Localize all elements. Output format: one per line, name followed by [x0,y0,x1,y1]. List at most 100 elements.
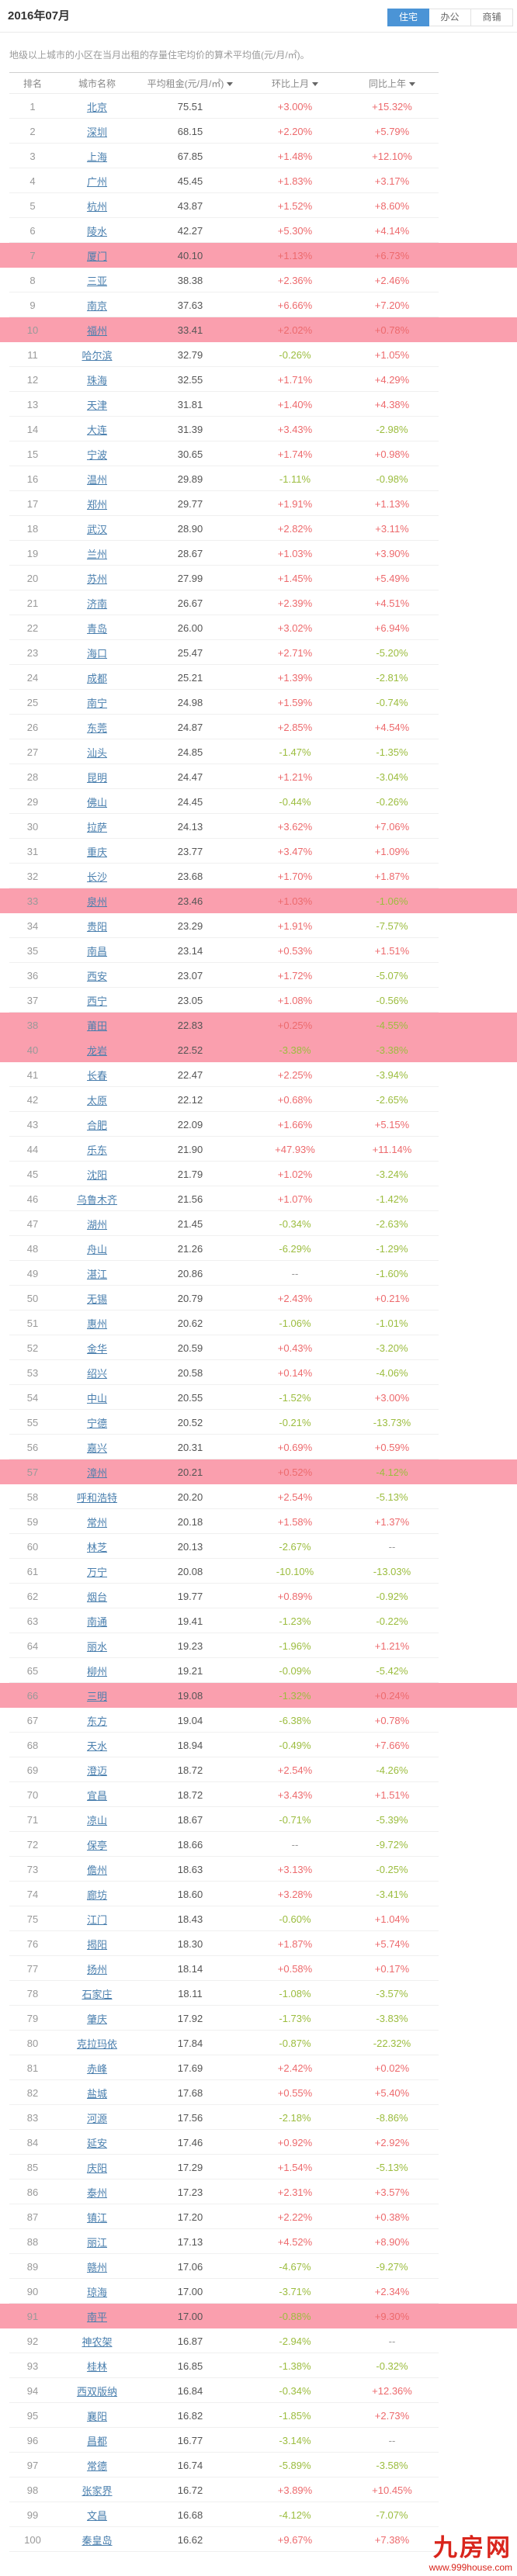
city-link[interactable]: 镇江 [86,2211,107,2224]
city-link[interactable]: 哈尔滨 [82,349,113,362]
city-link[interactable]: 昆明 [86,771,107,784]
city-link[interactable]: 东莞 [86,722,107,734]
city-link[interactable]: 柳州 [86,1665,107,1678]
city-link[interactable]: 西双版纳 [76,2385,117,2398]
city-link[interactable]: 金华 [86,1342,107,1355]
city-link[interactable]: 贵阳 [86,920,107,933]
city-link[interactable]: 赣州 [86,2261,107,2273]
city-link[interactable]: 万宁 [86,1566,107,1578]
city-link[interactable]: 珠海 [86,374,107,386]
city-link[interactable]: 无锡 [86,1293,107,1305]
header-yoy-change[interactable]: 同比上年 [348,77,436,90]
city-link[interactable]: 福州 [86,324,107,337]
city-link[interactable]: 北京 [86,101,107,113]
city-link[interactable]: 河源 [86,2112,107,2124]
city-link[interactable]: 深圳 [86,126,107,138]
city-link[interactable]: 佛山 [86,796,107,808]
tab-residential[interactable]: 住宅 [387,9,429,26]
city-link[interactable]: 肇庆 [86,2013,107,2025]
city-link[interactable]: 惠州 [86,1317,107,1330]
city-link[interactable]: 林芝 [86,1541,107,1553]
city-link[interactable]: 湖州 [86,1218,107,1231]
city-link[interactable]: 襄阳 [86,2410,107,2422]
city-link[interactable]: 乐东 [86,1144,107,1156]
city-link[interactable]: 成都 [86,672,107,684]
header-average-rent[interactable]: 平均租金(元/月/㎡) [138,77,242,90]
city-link[interactable]: 天津 [86,399,107,411]
city-link[interactable]: 南通 [86,1615,107,1628]
city-link[interactable]: 嘉兴 [86,1442,107,1454]
tab-shop[interactable]: 商铺 [471,9,513,26]
city-link[interactable]: 宜昌 [86,1789,107,1802]
city-link[interactable]: 昌都 [86,2435,107,2447]
city-link[interactable]: 长春 [86,1069,107,1082]
city-link[interactable]: 三亚 [86,275,107,287]
city-link[interactable]: 泉州 [86,895,107,908]
city-link[interactable]: 东方 [86,1715,107,1727]
city-link[interactable]: 廊坊 [86,1889,107,1901]
city-link[interactable]: 南昌 [86,945,107,957]
city-link[interactable]: 丽江 [86,2236,107,2249]
city-link[interactable]: 汕头 [86,746,107,759]
city-link[interactable]: 苏州 [86,573,107,585]
city-link[interactable]: 大连 [86,424,107,436]
city-link[interactable]: 海口 [86,647,107,660]
city-link[interactable]: 上海 [86,151,107,163]
city-link[interactable]: 宁波 [86,448,107,461]
city-link[interactable]: 杭州 [86,200,107,213]
city-link[interactable]: 拉萨 [86,821,107,833]
city-link[interactable]: 西宁 [86,995,107,1007]
city-link[interactable]: 三明 [86,1690,107,1702]
city-link[interactable]: 西安 [86,970,107,982]
city-link[interactable]: 温州 [86,473,107,486]
city-link[interactable]: 呼和浩特 [76,1491,117,1504]
city-link[interactable]: 澄迈 [86,1764,107,1777]
city-link[interactable]: 陵水 [86,225,107,237]
city-link[interactable]: 江门 [86,1913,107,1926]
city-link[interactable]: 湛江 [86,1268,107,1280]
city-link[interactable]: 常州 [86,1516,107,1529]
city-link[interactable]: 石家庄 [82,1988,113,2000]
city-link[interactable]: 丽水 [86,1640,107,1653]
city-link[interactable]: 绍兴 [86,1367,107,1380]
city-link[interactable]: 重庆 [86,846,107,858]
city-link[interactable]: 莆田 [86,1020,107,1032]
city-link[interactable]: 扬州 [86,1963,107,1975]
city-link[interactable]: 张家界 [82,2484,113,2497]
city-link[interactable]: 桂林 [86,2360,107,2373]
city-link[interactable]: 盐城 [86,2087,107,2100]
city-link[interactable]: 泰州 [86,2186,107,2199]
city-link[interactable]: 乌鲁木齐 [76,1193,117,1206]
city-link[interactable]: 南京 [86,299,107,312]
city-link[interactable]: 神农架 [82,2335,113,2348]
city-link[interactable]: 沈阳 [86,1169,107,1181]
city-link[interactable]: 儋州 [86,1864,107,1876]
city-link[interactable]: 天水 [86,1740,107,1752]
city-link[interactable]: 南宁 [86,697,107,709]
city-link[interactable]: 赤峰 [86,2062,107,2075]
city-link[interactable]: 保亭 [86,1839,107,1851]
city-link[interactable]: 中山 [86,1392,107,1404]
city-link[interactable]: 武汉 [86,523,107,535]
city-link[interactable]: 厦门 [86,250,107,262]
city-link[interactable]: 舟山 [86,1243,107,1255]
tab-office[interactable]: 办公 [429,9,471,26]
city-link[interactable]: 琼海 [86,2286,107,2298]
city-link[interactable]: 秦皇岛 [82,2534,113,2547]
city-link[interactable]: 宁德 [86,1417,107,1429]
city-link[interactable]: 南平 [86,2311,107,2323]
city-link[interactable]: 长沙 [86,871,107,883]
city-link[interactable]: 常德 [86,2460,107,2472]
city-link[interactable]: 济南 [86,597,107,610]
city-link[interactable]: 烟台 [86,1591,107,1603]
city-link[interactable]: 青岛 [86,622,107,635]
city-link[interactable]: 兰州 [86,548,107,560]
city-link[interactable]: 揭阳 [86,1938,107,1951]
city-link[interactable]: 漳州 [86,1466,107,1479]
city-link[interactable]: 郑州 [86,498,107,511]
city-link[interactable]: 克拉玛依 [76,2038,117,2050]
city-link[interactable]: 龙岩 [86,1044,107,1057]
city-link[interactable]: 合肥 [86,1119,107,1131]
city-link[interactable]: 广州 [86,175,107,188]
city-link[interactable]: 文昌 [86,2509,107,2522]
